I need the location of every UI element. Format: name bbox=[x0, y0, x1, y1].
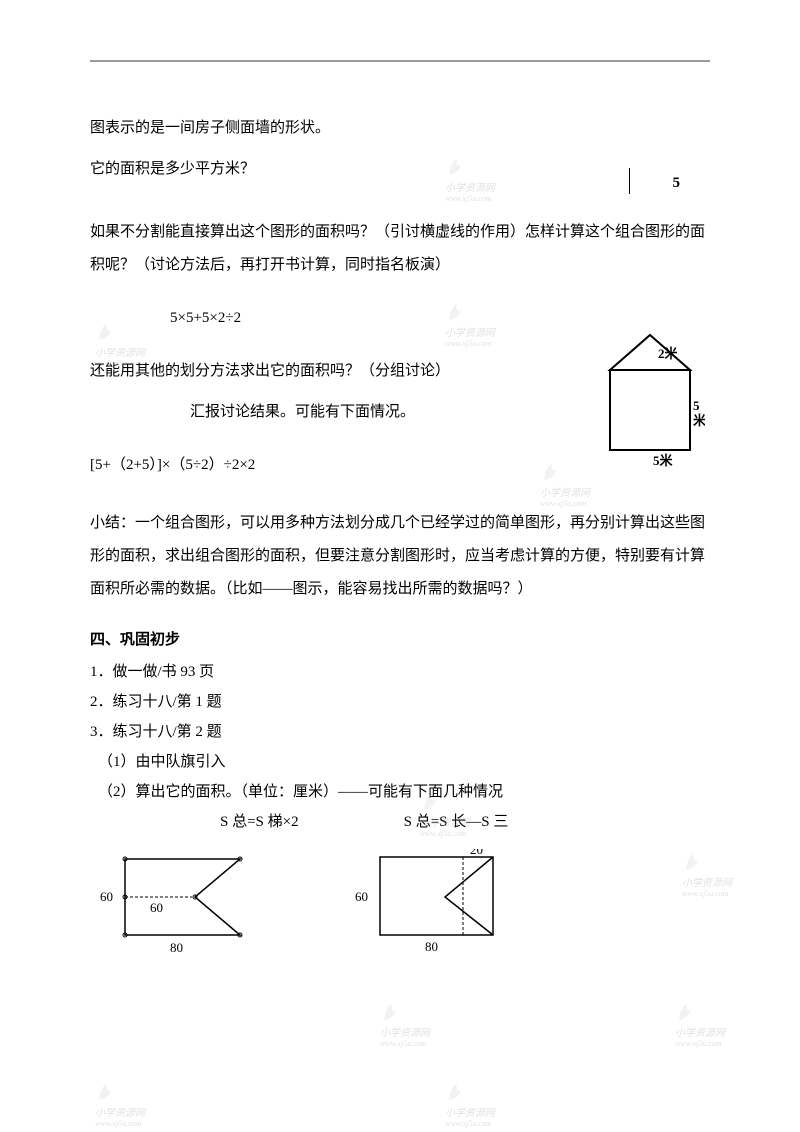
list-item: （2）算出它的面积。（单位：厘米）——可能有下面几种情况 bbox=[90, 777, 710, 807]
formula-row: S 总=S 梯×2 S 总=S 长—S 三 bbox=[90, 807, 710, 837]
paragraph: 它的面积是多少平方米？ bbox=[90, 153, 710, 186]
watermark-icon: 小学资源网www.xj5u.com bbox=[675, 1000, 725, 1048]
flag2-height: 60 bbox=[355, 889, 368, 904]
dimension-label: 5 bbox=[673, 175, 681, 192]
vertical-rule bbox=[629, 168, 630, 194]
list-item: （1）由中队旗引入 bbox=[90, 747, 710, 777]
summary-paragraph: 小结：一个组合图形，可以用多种方法划分成几个已经学过的简单图形，再分别计算出这些… bbox=[90, 507, 710, 606]
watermark-icon: 小学资源网www.xj5u.com bbox=[445, 1080, 495, 1128]
paragraph: 图表示的是一间房子侧面墙的形状。 bbox=[90, 112, 710, 145]
house-diagram: 2米 5 米 5米 bbox=[595, 330, 705, 475]
flag-diagrams: 60 60 80 60 20 80 bbox=[100, 849, 710, 964]
house-top-label: 2米 bbox=[658, 346, 679, 361]
flag1-mid: 60 bbox=[150, 900, 163, 915]
house-right-unit: 米 bbox=[693, 413, 705, 428]
list-item: 2．练习十八/第 1 题 bbox=[90, 687, 710, 717]
flag2-top: 20 bbox=[470, 849, 483, 857]
list-item: 1．做一做/书 93 页 bbox=[90, 657, 710, 687]
paragraph: 如果不分割能直接算出这个图形的面积吗？（引讨横虚线的作用）怎样计算这个组合图形的… bbox=[90, 216, 710, 282]
flag1-width: 80 bbox=[170, 940, 183, 955]
watermark-icon: 小学资源网www.xj5u.com bbox=[95, 1080, 145, 1128]
house-right-label: 5 bbox=[693, 398, 700, 413]
list-item: 3．练习十八/第 2 题 bbox=[90, 717, 710, 747]
flag1-height: 60 bbox=[100, 889, 113, 904]
flag-1: 60 60 80 bbox=[100, 849, 260, 964]
house-bottom-label: 5米 bbox=[653, 453, 674, 468]
document-page: 图表示的是一间房子侧面墙的形状。 它的面积是多少平方米？ 5 如果不分割能直接算… bbox=[0, 0, 800, 1004]
flag-2: 60 20 80 bbox=[350, 849, 520, 964]
flag2-width: 80 bbox=[425, 939, 438, 954]
page-rule bbox=[90, 60, 710, 62]
watermark-icon: 小学资源网www.xj5u.com bbox=[380, 1000, 430, 1048]
section-title: 四、巩固初步 bbox=[90, 624, 710, 657]
